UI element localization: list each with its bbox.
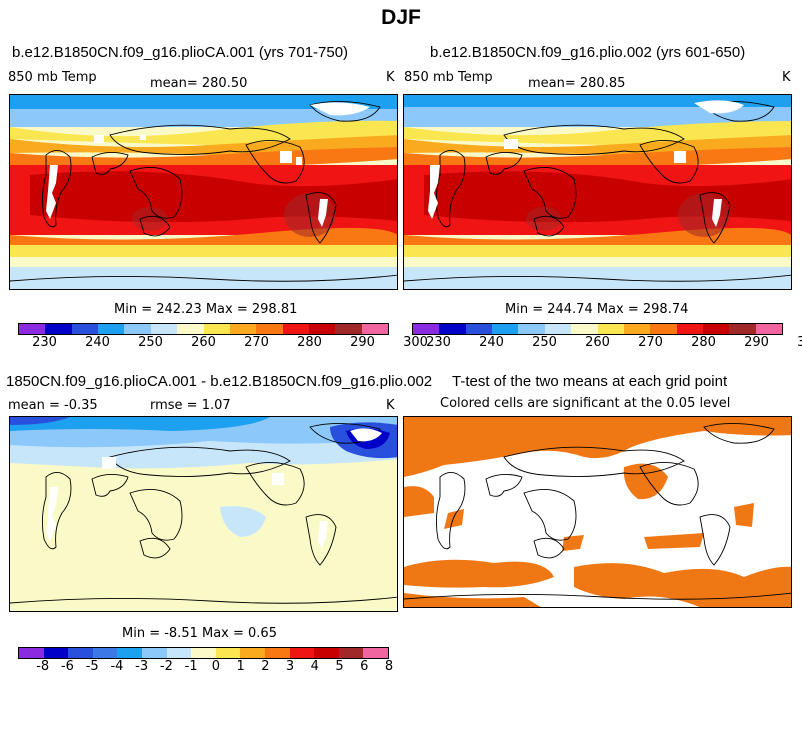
panel2-variable: 850 mb Temp: [404, 70, 493, 85]
colorbar-swatch: [308, 324, 336, 334]
colorbar-swatch: [702, 324, 730, 334]
colorbar-swatch: [597, 324, 624, 334]
colorbar-swatch: [71, 324, 99, 334]
colorbar-swatch: [117, 648, 142, 658]
colorbar-swatch: [98, 324, 125, 334]
colorbar-swatch: [150, 324, 178, 334]
panel1-units: K: [386, 70, 395, 85]
colorbar-swatch: [256, 324, 283, 334]
colorbar-swatch: [363, 648, 388, 658]
colorbar-tick-label: -1: [184, 659, 198, 674]
colorbar-tick-label: 280: [691, 335, 716, 350]
colorbar-swatch: [19, 324, 46, 334]
colorbar-tick-label: -3: [135, 659, 149, 674]
colorbar-tick-label: 4: [310, 659, 319, 674]
colorbar-swatch: [229, 324, 257, 334]
colorbar-tick-label: 250: [138, 335, 163, 350]
colorbar-tick-label: 8: [384, 659, 394, 674]
colorbar-tick-label: 0: [211, 659, 220, 674]
colorbar-swatch: [166, 648, 192, 658]
panel1-mean: mean= 280.50: [150, 76, 248, 91]
colorbar-swatch: [676, 324, 703, 334]
colorbar-swatch: [729, 324, 756, 334]
colorbar-tick-label: 290: [744, 335, 769, 350]
colorbar-swatch: [465, 324, 493, 334]
colorbar-tick-label: 240: [85, 335, 110, 350]
colorbar-swatch: [282, 324, 309, 334]
panel2-units: K: [782, 70, 791, 85]
colorbar-tick-label: 260: [585, 335, 610, 350]
colorbar-swatch: [361, 324, 389, 334]
colorbar-swatch: [544, 324, 572, 334]
colorbar-tick-label: 2: [261, 659, 270, 674]
figure-title: DJF: [381, 6, 421, 29]
colorbar-tick-label: 270: [244, 335, 269, 350]
colorbar-swatch: [335, 324, 362, 334]
panel3-title: 1850CN.f09_g16.plioCA.001 - b.e12.B1850C…: [6, 373, 433, 390]
panel3-map: [9, 416, 398, 612]
panel3-rmse: rmse = 1.07: [150, 398, 231, 413]
colorbar-swatch: [289, 648, 315, 658]
colorbar-swatch: [141, 648, 167, 658]
colorbar-tick-label: 280: [297, 335, 322, 350]
panel2-title: b.e12.B1850CN.f09_g16.plio.002 (yrs 601-…: [430, 44, 746, 61]
panel1-minmax: Min = 242.23 Max = 298.81: [114, 302, 298, 317]
colorbar-tick-label: -2: [159, 659, 173, 674]
colorbar-tick-label: 270: [638, 335, 663, 350]
colorbar-swatch: [124, 324, 151, 334]
colorbar-swatch: [92, 648, 118, 658]
panel2-colorbar: [412, 323, 783, 335]
colorbar-swatch: [177, 324, 204, 334]
colorbar-swatch: [240, 648, 265, 658]
colorbar-tick-label: 260: [191, 335, 216, 350]
colorbar-swatch: [68, 648, 93, 658]
colorbar-swatch: [314, 648, 339, 658]
colorbar-swatch: [650, 324, 677, 334]
colorbar-tick-label: 1: [236, 659, 245, 674]
panel2-minmax: Min = 244.74 Max = 298.74: [505, 302, 689, 317]
colorbar-swatch: [338, 648, 364, 658]
colorbar-tick-label: -4: [110, 659, 124, 674]
colorbar-swatch: [264, 648, 290, 658]
colorbar-tick-label: 300: [797, 335, 802, 350]
colorbar-tick-label: -6: [60, 659, 74, 674]
colorbar-tick-label: 290: [350, 335, 375, 350]
colorbar-swatch: [571, 324, 598, 334]
panel3-units: K: [386, 398, 395, 413]
colorbar-swatch: [492, 324, 519, 334]
colorbar-tick-label: 6: [360, 659, 369, 674]
panel4-subtitle: Colored cells are significant at the 0.0…: [440, 396, 731, 411]
colorbar-swatch: [45, 324, 72, 334]
panel3-mean: mean = -0.35: [8, 398, 98, 413]
colorbar-tick-label: -8: [36, 659, 50, 674]
colorbar-swatch: [19, 648, 44, 658]
panel1-variable: 850 mb Temp: [8, 70, 97, 85]
panel1-title: b.e12.B1850CN.f09_g16.plioCA.001 (yrs 70…: [12, 44, 349, 61]
colorbar-tick-label: 230: [32, 335, 57, 350]
colorbar-swatch: [518, 324, 545, 334]
colorbar-tick-label: 230: [426, 335, 451, 350]
panel3-minmax: Min = -8.51 Max = 0.65: [122, 626, 277, 641]
colorbar-swatch: [413, 324, 440, 334]
colorbar-swatch: [439, 324, 466, 334]
panel1-map: [9, 94, 398, 290]
colorbar-swatch: [755, 324, 783, 334]
colorbar-swatch: [191, 648, 216, 658]
panel4-map: [403, 416, 792, 608]
panel4-title: T-test of the two means at each grid poi…: [452, 373, 728, 390]
colorbar-tick-label: 240: [479, 335, 504, 350]
colorbar-tick-label: -5: [85, 659, 99, 674]
colorbar-swatch: [203, 324, 230, 334]
colorbar-tick-label: 250: [532, 335, 557, 350]
colorbar-tick-label: 300: [403, 335, 428, 350]
panel2-mean: mean= 280.85: [528, 76, 626, 91]
colorbar-swatch: [43, 648, 69, 658]
panel1-colorbar: [18, 323, 389, 335]
colorbar-tick-label: 5: [335, 659, 344, 674]
colorbar-tick-label: 3: [285, 659, 295, 674]
panel2-map: [403, 94, 792, 290]
panel3-colorbar: [18, 647, 389, 659]
colorbar-swatch: [215, 648, 241, 658]
colorbar-swatch: [623, 324, 651, 334]
